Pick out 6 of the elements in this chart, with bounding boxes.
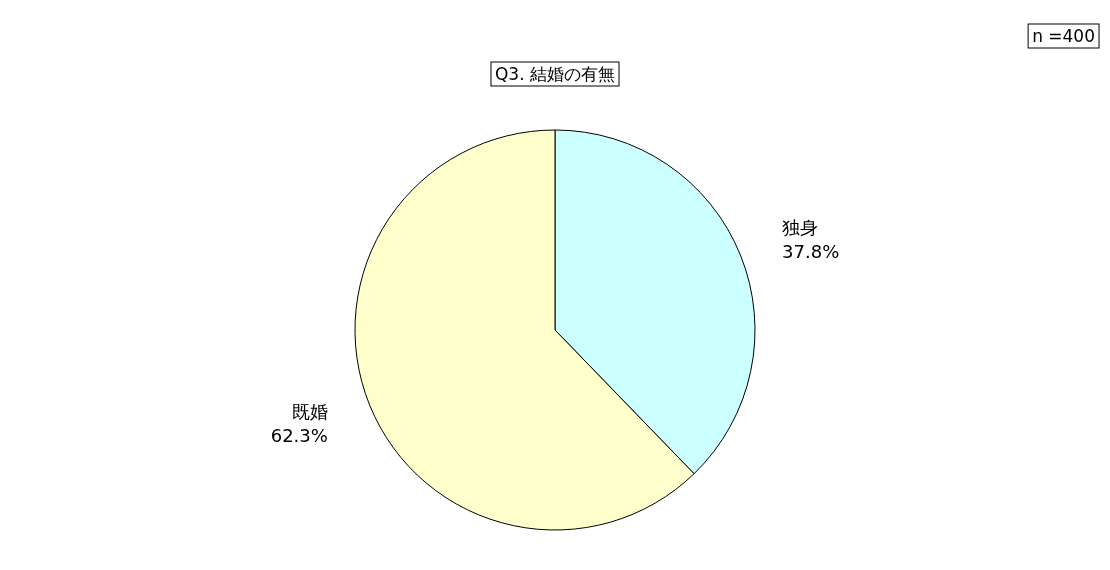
data-label: 62.3% [270, 424, 328, 446]
data-label: 37.8% [782, 241, 840, 263]
text: n =400 [1032, 26, 1095, 46]
slice-label: 既婚 [291, 400, 328, 422]
chart-title: Q3. 結婚の有無 [494, 64, 616, 84]
slice-label: 独身 [782, 217, 819, 239]
